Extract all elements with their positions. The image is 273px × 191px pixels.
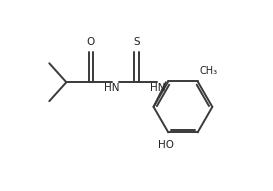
Text: HO: HO [158, 140, 174, 150]
Text: CH₃: CH₃ [200, 66, 218, 76]
Text: S: S [133, 37, 140, 47]
Text: HN: HN [104, 83, 120, 93]
Text: O: O [87, 37, 95, 47]
Text: HN: HN [150, 83, 165, 93]
